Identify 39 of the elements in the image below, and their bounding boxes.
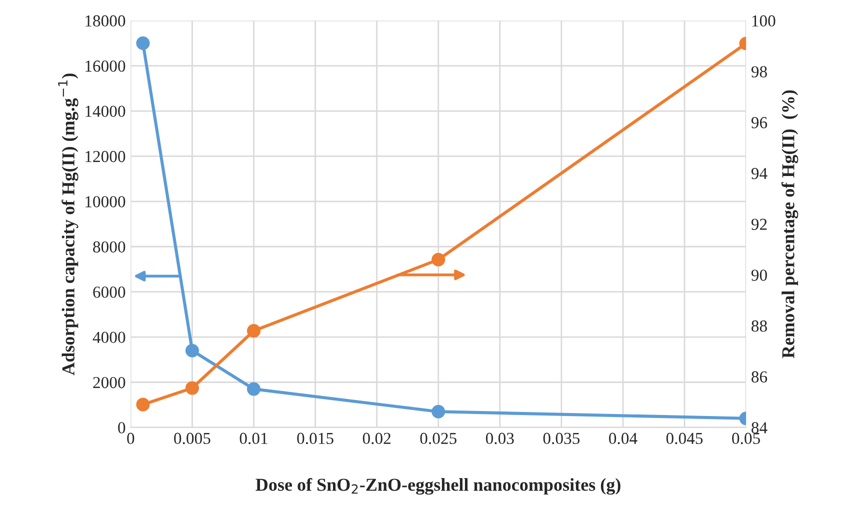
x-tick-label: 0.02 <box>362 432 390 444</box>
y-tick-label: 0 <box>118 422 126 434</box>
point <box>246 382 261 396</box>
x-tick-label: 0.015 <box>297 432 334 444</box>
y2-tick-label: 84 <box>752 422 768 434</box>
y2-tick-label: 86 <box>752 371 768 383</box>
x-tick-label: 0.04 <box>609 432 638 444</box>
point <box>136 398 150 412</box>
y-tick-label: 8000 <box>93 241 126 253</box>
y2-tick-label: 92 <box>751 218 767 230</box>
y-tick-label: 18000 <box>86 15 126 27</box>
x-axis-title: Dose of SnO$_{2}$-ZnO-eggshell nanocomposites (g) <box>256 478 620 495</box>
point <box>246 324 261 338</box>
y-tick-label: 2000 <box>93 376 126 388</box>
y-tick-label: 14000 <box>86 106 126 117</box>
y2-tick-label: 98 <box>751 66 767 78</box>
x-tick-label: 0.035 <box>543 432 580 444</box>
point <box>136 36 150 50</box>
y-axis-title: Adsorption capacity of Hg(II) (mg.g$^{−1}$) <box>58 74 78 376</box>
point <box>185 381 199 395</box>
y-tick-label: 4000 <box>92 332 126 343</box>
x-tick-label: 0.045 <box>666 432 703 444</box>
y-tick-label: 12000 <box>86 150 126 162</box>
x-tick-label: 0 <box>127 432 134 444</box>
y2-tick-label: 88 <box>752 320 767 332</box>
y-tick-label: 10000 <box>86 196 126 208</box>
x-tick-label: 0.03 <box>486 432 514 444</box>
point <box>185 344 199 358</box>
x-tick-label: 0.005 <box>174 432 210 444</box>
y-tick-label: 6000 <box>93 286 126 298</box>
y2-tick-label: 100 <box>752 15 776 27</box>
y-tick-label: 16000 <box>86 60 126 72</box>
y2-tick-label: 96 <box>751 117 768 128</box>
y2-axis-title: Removal percentage of Hg(II) (%) <box>781 90 798 358</box>
x-tick-label: 0.025 <box>420 432 456 444</box>
y2-tick-label: 90 <box>751 270 767 281</box>
y2-tick-label: 94 <box>751 168 768 180</box>
x-tick-label: 0.05 <box>732 432 760 444</box>
x-tick-label: 0.01 <box>240 432 268 444</box>
